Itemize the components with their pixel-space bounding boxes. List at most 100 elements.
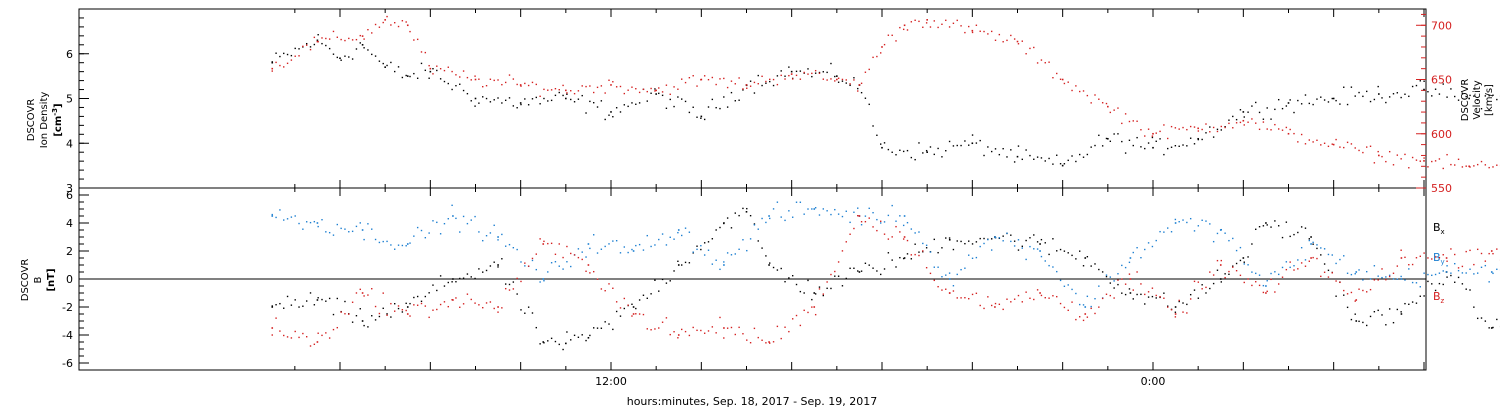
density-sample xyxy=(1002,147,1004,150)
bred-sample xyxy=(485,302,488,304)
density-sample xyxy=(1243,116,1245,118)
field-axis-title-line2: B xyxy=(33,276,44,283)
bred-sample xyxy=(1358,288,1360,290)
bblue-sample xyxy=(290,216,293,218)
velocity-sample xyxy=(290,59,293,61)
density-sample xyxy=(466,92,469,95)
bblue-sample xyxy=(650,245,652,248)
bred-sample xyxy=(929,272,932,275)
density-sample xyxy=(351,58,354,60)
density-point xyxy=(271,61,274,64)
density-sample xyxy=(1396,92,1399,94)
bblack-sample xyxy=(1469,289,1471,291)
velocity-sample xyxy=(416,38,419,41)
velocity-sample xyxy=(474,75,476,77)
density-sample xyxy=(313,43,316,46)
bblue-sample xyxy=(428,232,430,234)
bblack-sample xyxy=(1251,243,1253,245)
velocity-sample xyxy=(275,61,277,64)
bblack-sample xyxy=(367,326,369,328)
bblack-sample xyxy=(853,267,855,269)
bblack-point xyxy=(1129,292,1132,294)
bred-sample xyxy=(1209,271,1211,273)
velocity-sample xyxy=(1078,90,1081,93)
bblack-sample xyxy=(1454,281,1456,283)
bred-sample xyxy=(1431,258,1433,260)
bred-sample xyxy=(1297,268,1299,270)
velocity-sample xyxy=(577,90,580,92)
velocity-sample xyxy=(497,79,499,81)
bblue-sample xyxy=(535,268,537,271)
bblack-sample xyxy=(864,262,867,264)
density-sample xyxy=(443,80,446,83)
bblack-sample xyxy=(482,271,484,273)
density-sample xyxy=(1098,134,1100,137)
bred-sample xyxy=(818,288,821,290)
bblue-sample xyxy=(1239,246,1242,249)
bblack-sample xyxy=(814,293,817,295)
density-sample xyxy=(665,107,668,110)
velocity-sample xyxy=(707,78,710,81)
velocity-sample xyxy=(1484,164,1487,166)
density-sample xyxy=(1266,107,1268,109)
density-sample xyxy=(581,94,583,97)
density-sample xyxy=(650,92,652,94)
bblack-sample xyxy=(795,283,798,286)
velocity-sample xyxy=(726,86,729,89)
bred-sample xyxy=(730,326,733,329)
density-sample xyxy=(547,100,549,102)
density-point xyxy=(1423,88,1425,91)
velocity-sample xyxy=(485,84,488,87)
bred-sample xyxy=(1212,274,1215,276)
velocity-sample xyxy=(1461,166,1464,168)
velocity-point xyxy=(836,78,838,81)
bblack-sample xyxy=(1155,297,1157,299)
bblue-sample xyxy=(328,231,331,234)
bblack-sample xyxy=(1052,238,1054,240)
legend-bx-sub: x xyxy=(1441,228,1445,236)
bred-sample xyxy=(642,313,645,316)
velocity-sample xyxy=(956,19,958,22)
velocity-sample xyxy=(508,74,511,76)
density-sample xyxy=(899,149,901,151)
bblack-sample xyxy=(1438,282,1441,285)
bblue-sample xyxy=(1174,218,1177,221)
bblack-sample xyxy=(746,207,748,210)
bred-sample xyxy=(1293,269,1295,271)
velocity-sample xyxy=(1040,59,1043,61)
bblue-sample xyxy=(1258,274,1261,276)
bblue-sample xyxy=(413,235,415,237)
bred-sample xyxy=(1446,260,1448,262)
density-sample xyxy=(371,53,373,56)
bred-sample xyxy=(665,317,668,319)
bblack-sample xyxy=(309,292,312,294)
velocity-sample xyxy=(1002,41,1004,43)
bred-sample xyxy=(409,315,411,317)
bblack-sample xyxy=(811,298,813,301)
density-sample xyxy=(489,101,492,103)
bblue-sample xyxy=(504,245,507,247)
bblue-sample xyxy=(367,223,369,225)
bred-sample xyxy=(516,277,518,280)
density-sample xyxy=(1408,95,1410,98)
velocity-sample xyxy=(1090,102,1092,104)
velocity-sample xyxy=(1377,150,1379,153)
bblue-sample xyxy=(635,244,637,247)
bblack-sample xyxy=(948,237,951,239)
bred-sample xyxy=(1059,302,1062,305)
bblack-sample xyxy=(1327,269,1330,272)
bblue-sample xyxy=(1036,248,1039,250)
density-sample xyxy=(738,99,740,101)
velocity-point xyxy=(903,24,906,27)
velocity-sample xyxy=(1067,81,1069,83)
bblue-point xyxy=(542,278,545,280)
bred-sample xyxy=(1235,269,1238,272)
bblack-sample xyxy=(1262,225,1265,227)
bblack-point xyxy=(1355,320,1358,322)
bred-sample xyxy=(914,253,916,256)
bred-sample xyxy=(275,317,277,319)
bred-sample xyxy=(478,304,480,306)
bblack-sample xyxy=(1442,283,1444,286)
bred-sample xyxy=(436,308,438,311)
bred-sample xyxy=(1121,278,1123,280)
